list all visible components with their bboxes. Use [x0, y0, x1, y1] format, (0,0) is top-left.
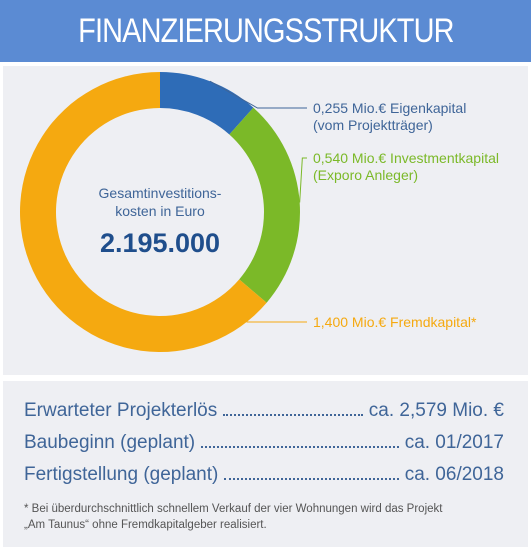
- summary-value: ca. 01/2017: [404, 432, 504, 453]
- leader-line: [299, 157, 307, 203]
- donut-slice: [160, 72, 254, 135]
- footnote-line: * Bei überdurchschnittlich schnellem Ver…: [24, 503, 443, 515]
- summary-value: ca. 2,579 Mio. €: [368, 400, 504, 421]
- summary-label: Fertigstellung (geplant): [24, 464, 219, 485]
- chart-panel: 0,255 Mio.€ Eigenkapital (vom Projektträg…: [3, 66, 528, 375]
- dotted-leader: [223, 414, 363, 416]
- center-label: Gesamtinvestitions-: [99, 185, 222, 201]
- dotted-leader: [201, 446, 399, 448]
- donut-chart: 0,255 Mio.€ Eigenkapital(vom Projektträg…: [19, 72, 499, 352]
- center-label: kosten in Euro: [115, 203, 205, 219]
- slice-label: 0,255 Mio.€ Eigenkapital: [313, 100, 466, 116]
- summary-label: Baubeginn (geplant): [24, 432, 196, 453]
- donut-slice: [19, 72, 267, 352]
- summary-panel: Erwarteter Projekterlös ca. 2,579 Mio. €…: [3, 381, 528, 547]
- summary-row-projekterloes: Erwarteter Projekterlös ca. 2,579 Mio. €: [24, 396, 504, 422]
- leader-line: [209, 80, 307, 109]
- donut-slice: [229, 107, 300, 303]
- dotted-leader: [224, 478, 399, 480]
- title-banner: FINANZIERUNGSSTRUKTUR: [0, 0, 531, 62]
- slice-label: (vom Projektträger): [313, 117, 433, 133]
- summary-value: ca. 06/2018: [404, 464, 504, 485]
- slice-label: 0,540 Mio.€ Investmentkapital: [313, 150, 499, 166]
- summary-row-baubeginn: Baubeginn (geplant) ca. 01/2017: [24, 428, 504, 454]
- page-title: FINANZIERUNGSSTRUKTUR: [77, 11, 454, 50]
- slice-label: (Exporo Anleger): [313, 167, 418, 183]
- center-value: 2.195.000: [100, 228, 220, 258]
- footnote-line: „Am Taunus“ ohne Fremdkapitalgeber reali…: [24, 519, 267, 531]
- footnote: * Bei überdurchschnittlich schnellem Ver…: [24, 501, 519, 533]
- summary-row-fertigstellung: Fertigstellung (geplant) ca. 06/2018: [24, 460, 504, 486]
- summary-label: Erwarteter Projekterlös: [24, 400, 218, 421]
- slice-label: 1,400 Mio.€ Fremdkapital*: [313, 314, 477, 330]
